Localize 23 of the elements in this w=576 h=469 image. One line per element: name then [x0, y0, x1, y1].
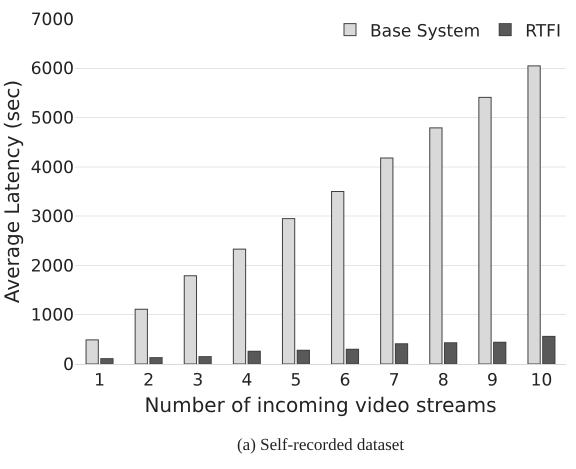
x-tick-label: 9: [486, 370, 498, 390]
x-tick-label: 10: [530, 370, 552, 390]
x-tick-label: 3: [192, 370, 204, 390]
y-tick-label: 7000: [30, 10, 74, 30]
x-tick-label: 6: [340, 370, 350, 390]
x-axis-title: Number of incoming video streams: [144, 392, 497, 417]
y-tick-label: 2000: [30, 256, 74, 276]
y-tick-label: 4000: [30, 158, 74, 178]
y-tick-label: 6000: [30, 59, 74, 80]
legend-label: Base System: [370, 21, 480, 42]
y-axis-title: Average Latency (sec): [0, 80, 24, 304]
y-tick-label: 5000: [30, 108, 74, 129]
legend-label: RTFI: [525, 21, 561, 42]
x-tick-label: 4: [241, 370, 252, 390]
x-tick-label: 1: [94, 370, 105, 390]
y-tick-label: 1000: [30, 306, 74, 326]
y-tick-label: 0: [63, 354, 74, 375]
x-tick-label: 5: [290, 370, 302, 390]
text: (a) Self-recorded dataset: [237, 435, 404, 454]
y-tick-label: 3000: [30, 207, 74, 228]
x-tick-label: 7: [388, 370, 400, 390]
x-tick-label: 2: [143, 370, 154, 390]
x-tick-label: 8: [438, 370, 449, 390]
